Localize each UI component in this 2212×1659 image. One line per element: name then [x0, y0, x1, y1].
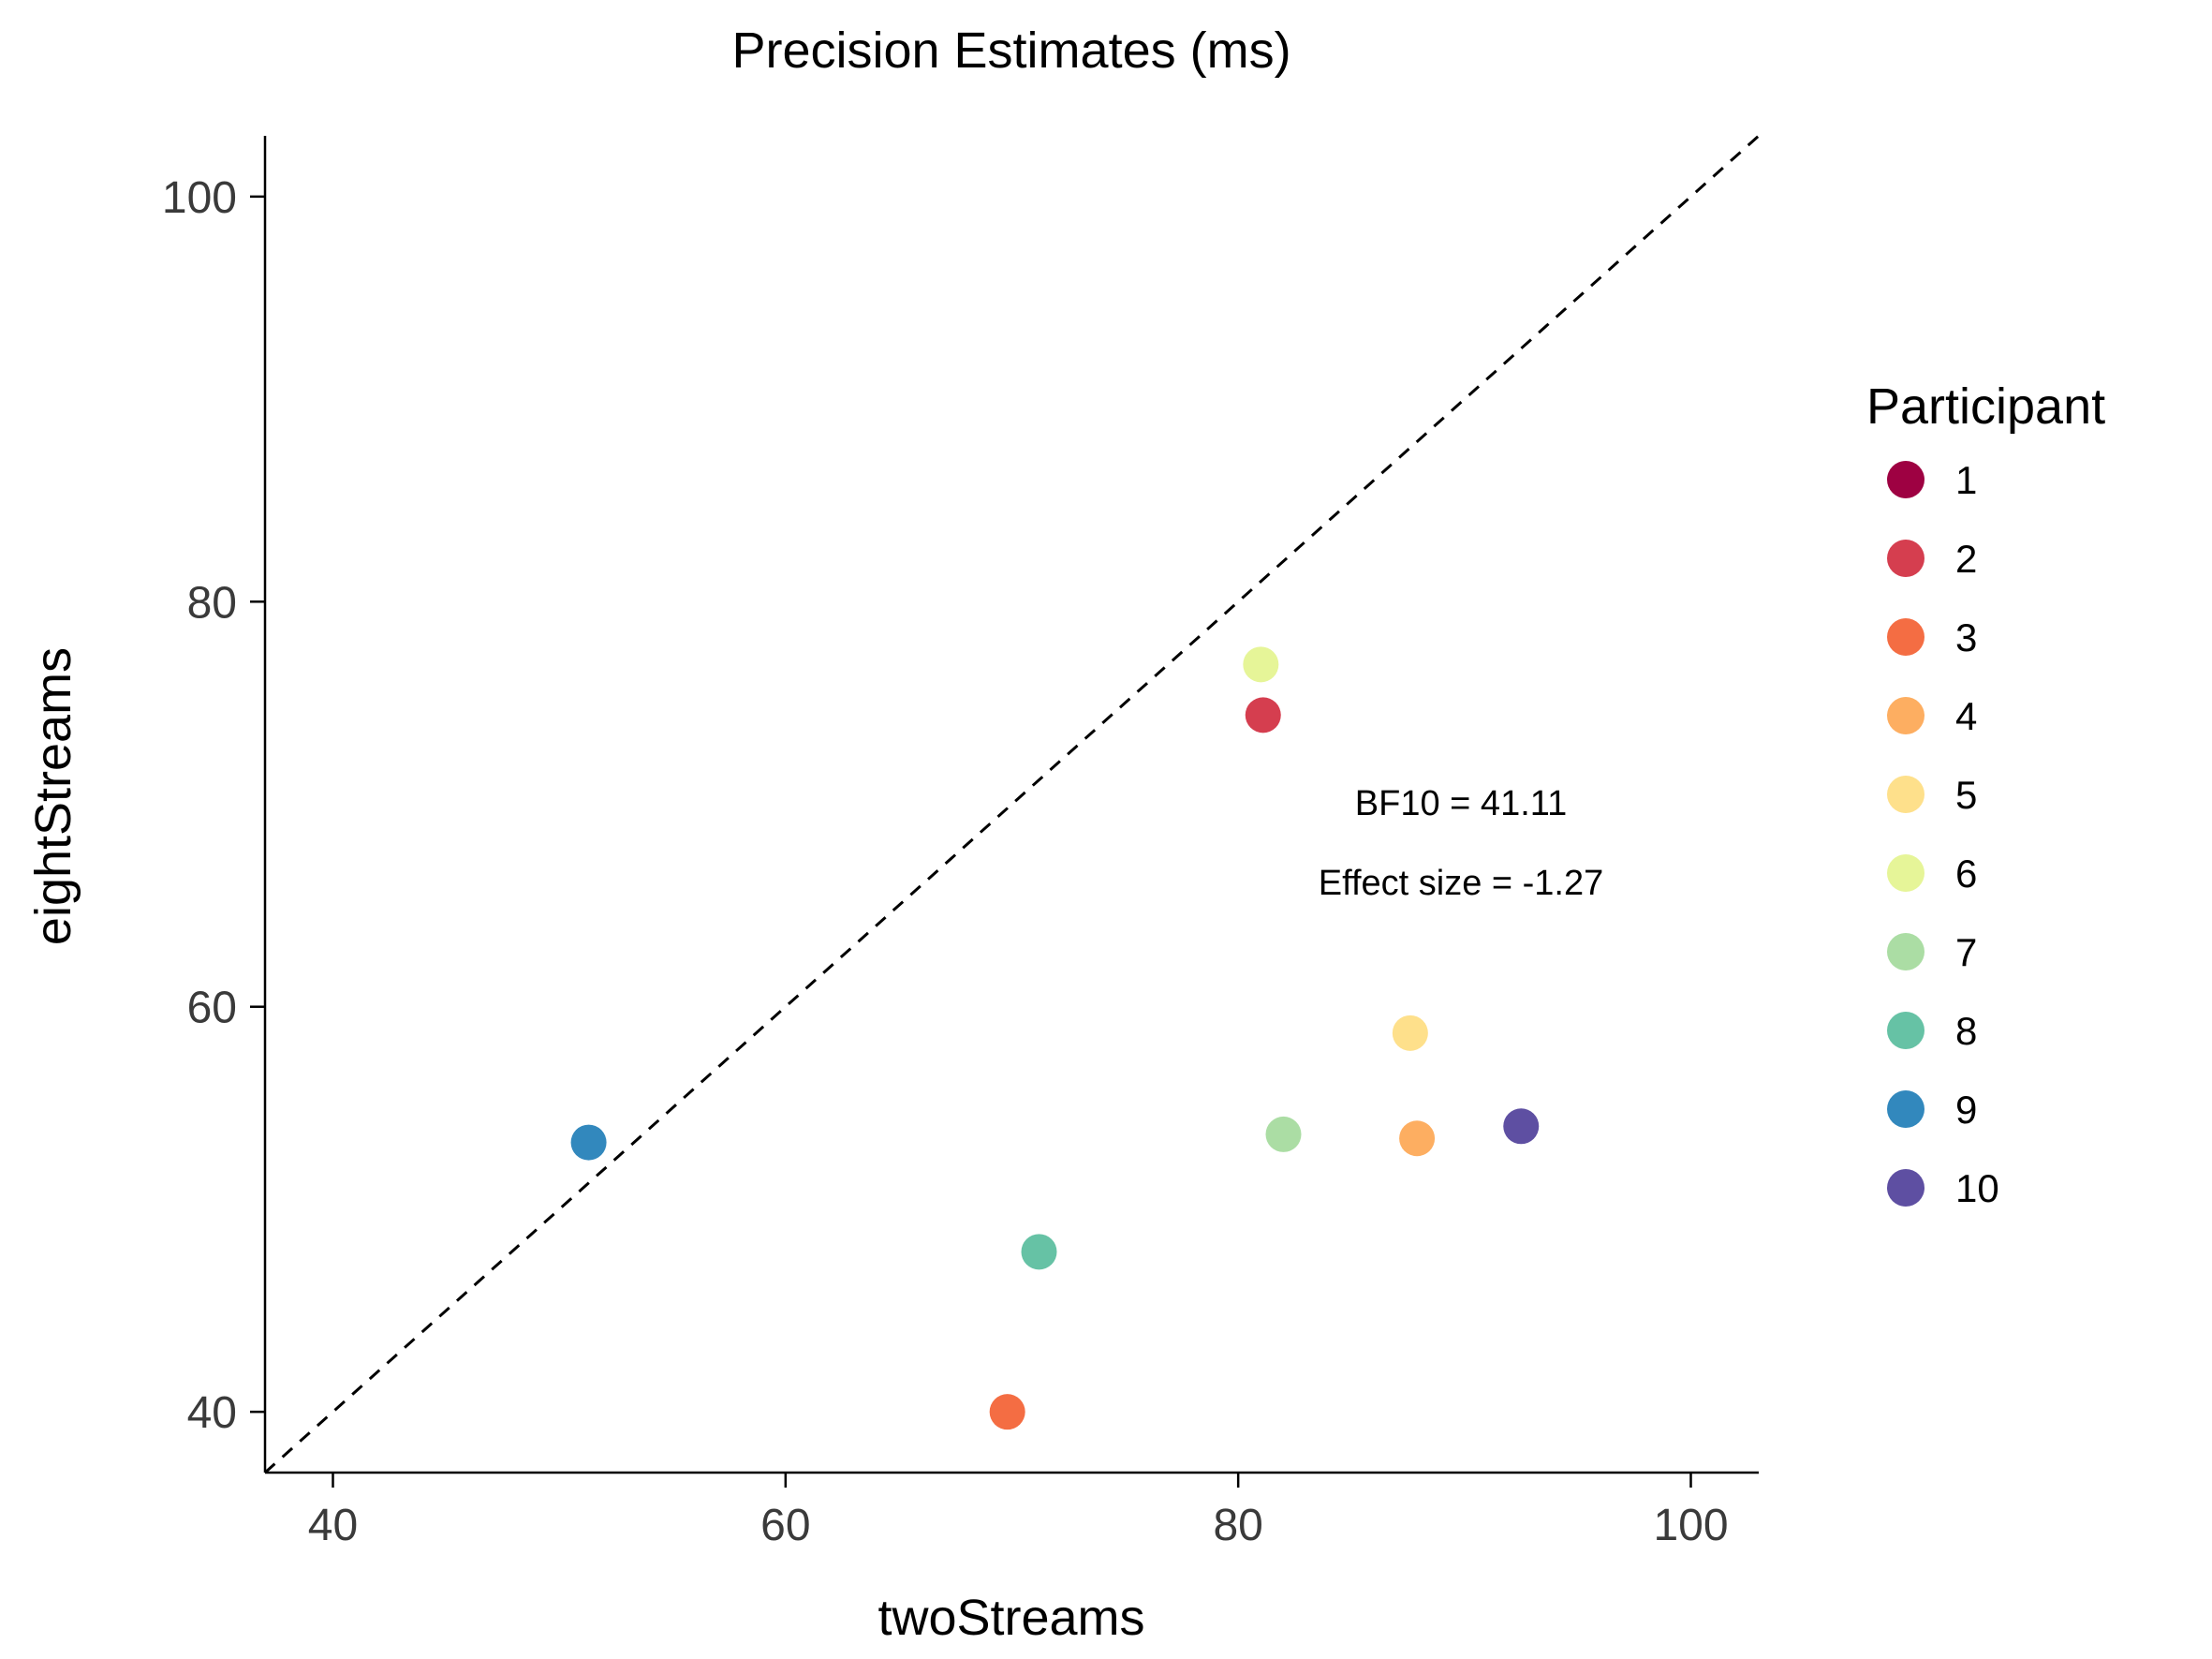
y-tick-label: 80 — [187, 578, 237, 628]
legend-label-2: 2 — [1955, 537, 1977, 581]
y-axis-title: eightStreams — [25, 647, 81, 945]
data-point-participant-2 — [1245, 697, 1281, 733]
y-tick-label: 100 — [162, 173, 237, 223]
legend-label-7: 7 — [1955, 930, 1977, 974]
data-point-participant-6 — [1243, 646, 1279, 683]
legend-marker-1 — [1887, 461, 1924, 498]
y-tick-label: 60 — [187, 984, 237, 1033]
y-tick-label: 40 — [187, 1388, 237, 1438]
legend-marker-8 — [1887, 1012, 1924, 1049]
legend-marker-10 — [1887, 1169, 1924, 1207]
bayes-factor-annotation: BF10 = 41.11 — [1355, 784, 1567, 823]
y-axis-ticks: 40 60 80 100 — [162, 173, 265, 1438]
x-tick-label: 40 — [308, 1501, 358, 1550]
legend-marker-7 — [1887, 933, 1924, 970]
data-point-participant-9 — [570, 1124, 607, 1161]
x-axis-title: twoStreams — [877, 1590, 1144, 1646]
legend-label-4: 4 — [1955, 694, 1977, 738]
legend-label-3: 3 — [1955, 615, 1977, 659]
x-tick-label: 80 — [1213, 1501, 1262, 1550]
data-point-participant-10 — [1503, 1108, 1540, 1145]
data-points — [570, 646, 1540, 1430]
legend-label-9: 9 — [1955, 1088, 1977, 1132]
legend-label-10: 10 — [1955, 1166, 1999, 1210]
x-axis-ticks: 40 60 80 100 — [308, 1473, 1729, 1550]
x-tick-label: 60 — [760, 1501, 810, 1550]
legend-marker-9 — [1887, 1090, 1924, 1128]
effect-size-annotation: Effect size = -1.27 — [1319, 864, 1604, 903]
legend-title: Participant — [1866, 378, 2105, 435]
x-tick-label: 100 — [1653, 1501, 1728, 1550]
chart-title: Precision Estimates (ms) — [731, 22, 1290, 79]
legend-label-6: 6 — [1955, 852, 1977, 896]
legend-label-5: 5 — [1955, 773, 1977, 817]
data-point-participant-7 — [1265, 1116, 1302, 1152]
legend: Participant 1 2 3 4 5 6 7 8 9 10 — [1866, 378, 2105, 1210]
data-point-participant-8 — [1021, 1234, 1057, 1270]
data-point-participant-4 — [1399, 1120, 1436, 1157]
identity-reference-line — [263, 134, 1761, 1474]
legend-marker-3 — [1887, 618, 1924, 656]
legend-entries: 1 2 3 4 5 6 7 8 9 10 — [1887, 458, 1999, 1210]
legend-marker-4 — [1887, 697, 1924, 734]
data-point-participant-3 — [989, 1394, 1025, 1430]
legend-label-8: 8 — [1955, 1009, 1977, 1053]
legend-marker-5 — [1887, 776, 1924, 813]
legend-marker-6 — [1887, 854, 1924, 892]
legend-marker-2 — [1887, 540, 1924, 577]
data-point-participant-5 — [1392, 1015, 1428, 1051]
legend-label-1: 1 — [1955, 458, 1977, 502]
